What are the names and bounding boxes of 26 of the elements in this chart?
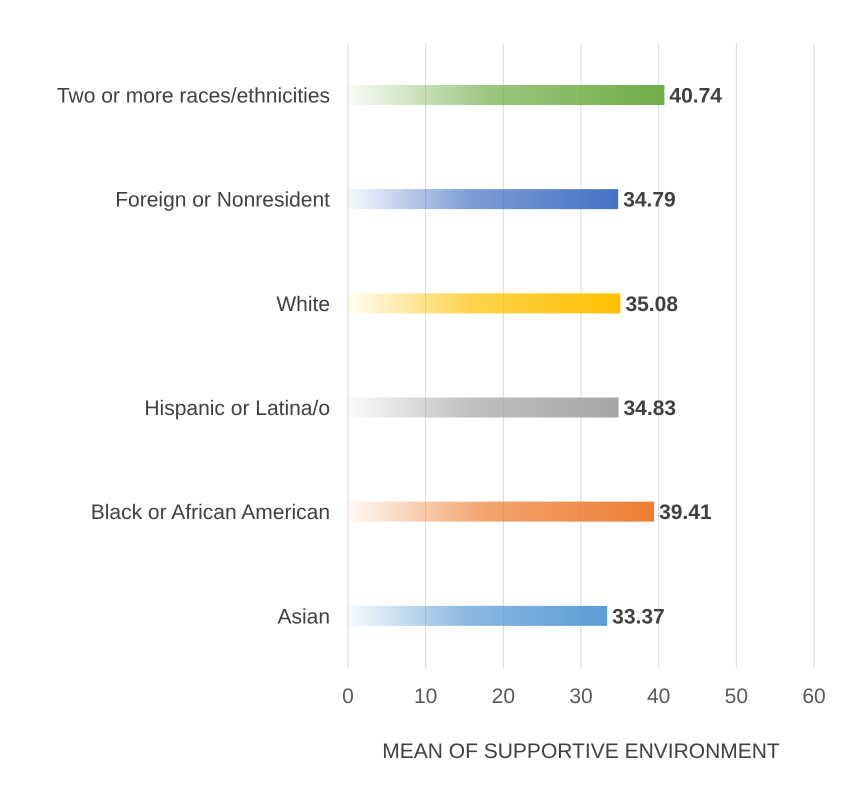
x-axis-title: MEAN OF SUPPORTIVE ENVIRONMENT [382,740,780,763]
y-tick-label: Black or African American [90,501,330,524]
data-label: 34.83 [624,396,676,420]
data-label: 33.37 [612,605,665,628]
x-tick-label: 10 [414,684,438,708]
bar [348,189,618,210]
x-tick-label: 0 [342,684,354,708]
x-tick-label: 60 [802,684,826,708]
y-tick-label: Hispanic or Latina/o [144,397,330,420]
y-tick-label: Asian [277,605,330,628]
data-label: 35.08 [625,292,678,316]
data-label: 39.41 [659,501,712,524]
y-tick-label: Two or more races/ethnicities [56,84,330,108]
bar [348,398,619,418]
bar [348,293,620,314]
bar [348,606,608,626]
y-tick-label: White [276,292,330,316]
bar [348,502,654,522]
x-tick-label: 40 [646,684,670,708]
x-tick-label: 30 [569,684,593,708]
data-label: 40.74 [669,84,722,108]
x-tick-label: 50 [724,684,748,708]
data-label: 34.79 [623,188,676,212]
x-tick-label: 20 [492,684,516,708]
y-tick-label: Foreign or Nonresident [115,188,330,212]
bar [348,85,664,105]
